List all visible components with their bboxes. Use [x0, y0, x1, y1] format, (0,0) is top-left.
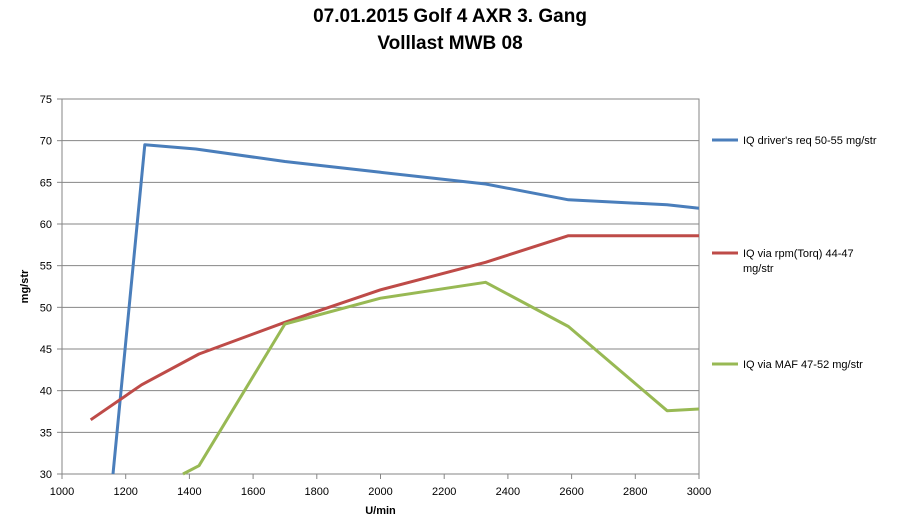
legend: IQ driver's req 50-55 mg/str IQ via rpm(T… [712, 135, 877, 371]
legend-label: IQ via rpm(Torq) 44-47 [743, 248, 854, 260]
x-tick-label: 2200 [432, 486, 456, 498]
y-tick-label: 55 [40, 261, 52, 273]
x-tick-label: 2600 [559, 486, 583, 498]
x-tick-label: 1400 [177, 486, 201, 498]
x-axis-label: U/min [365, 505, 396, 517]
y-axis: 30 35 40 45 50 55 60 65 70 75 [40, 94, 62, 481]
x-tick-label: 2400 [496, 486, 520, 498]
chart-subtitle: Volllast MWB 08 [377, 33, 523, 54]
gridlines [62, 98, 699, 475]
series-line [89, 234, 699, 422]
y-tick-label: 30 [40, 469, 52, 481]
y-axis-label: mg/str [19, 269, 31, 303]
series-line [111, 143, 700, 475]
x-tick-label: 3000 [687, 486, 711, 498]
y-tick-label: 35 [40, 427, 52, 439]
plot-area [61, 98, 700, 475]
series-line [182, 280, 700, 476]
y-tick-label: 70 [40, 136, 52, 148]
x-tick-label: 1200 [113, 486, 137, 498]
x-axis: 1000 1200 1400 1600 1800 2000 2200 2400 2600 2800… [50, 474, 711, 498]
y-tick-label: 75 [40, 94, 52, 106]
legend-label: IQ via MAF 47-52 mg/str [743, 359, 863, 371]
legend-label: IQ driver's req 50-55 mg/str [743, 135, 877, 147]
y-tick-label: 40 [40, 386, 52, 398]
y-tick-label: 50 [40, 302, 52, 314]
x-tick-label: 1600 [241, 486, 265, 498]
x-tick-label: 1800 [305, 486, 329, 498]
x-tick-label: 1000 [50, 486, 74, 498]
y-tick-label: 45 [40, 344, 52, 356]
x-tick-label: 2000 [368, 486, 392, 498]
x-tick-label: 2800 [623, 486, 647, 498]
series-lines [89, 143, 700, 476]
y-tick-label: 65 [40, 177, 52, 189]
legend-label: mg/str [743, 263, 774, 275]
chart-title: 07.01.2015 Golf 4 AXR 3. Gang [313, 6, 587, 27]
y-tick-label: 60 [40, 219, 52, 231]
